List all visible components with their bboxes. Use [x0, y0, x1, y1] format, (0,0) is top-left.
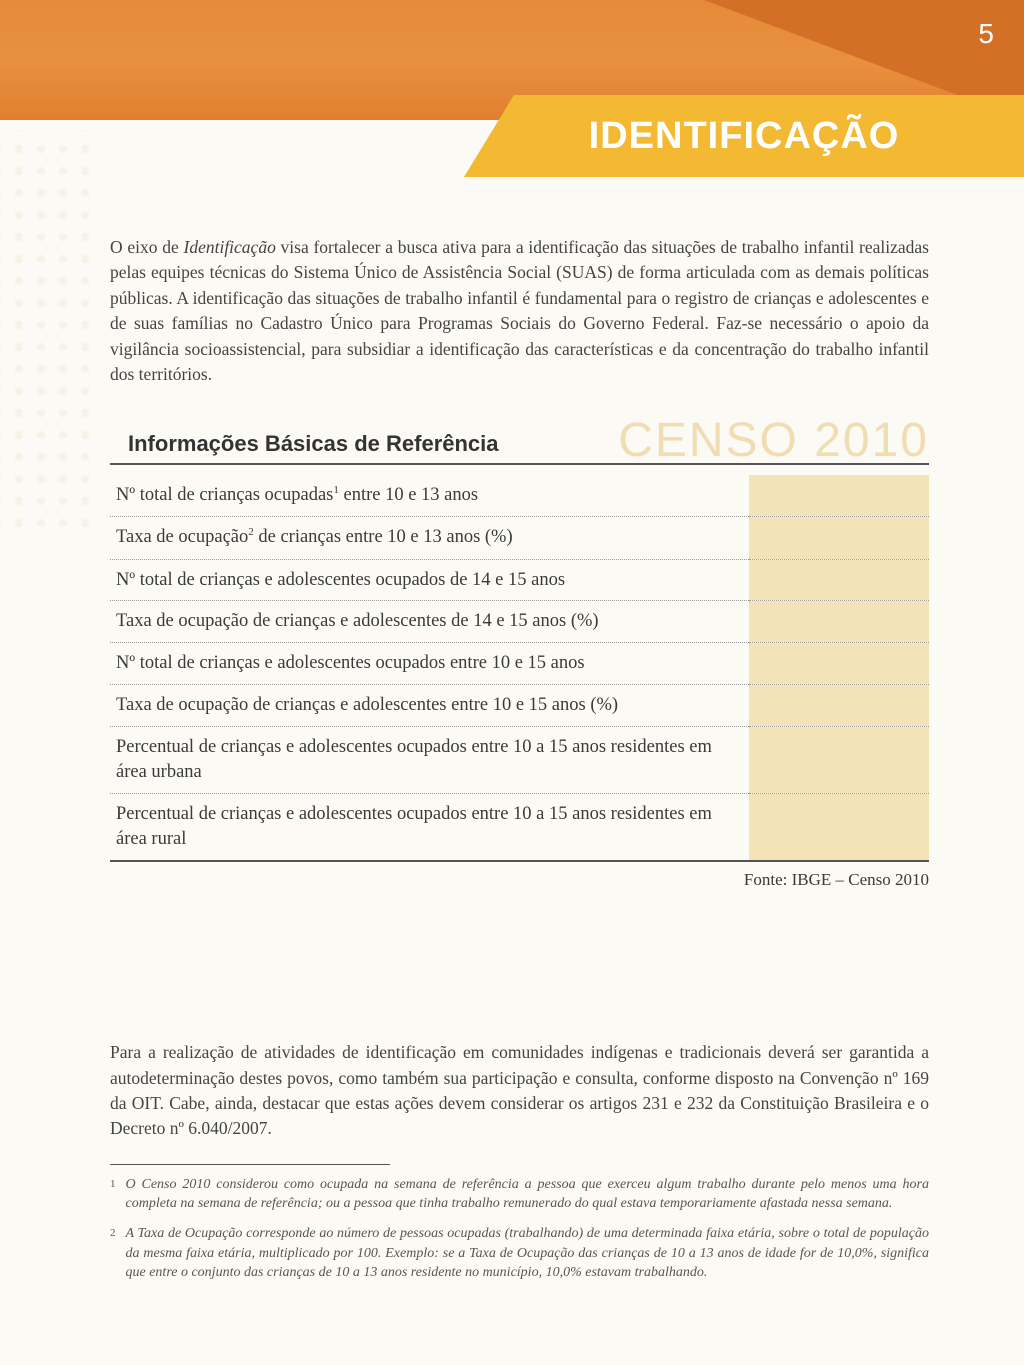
row-label: Percentual de crianças e adolescentes oc…	[110, 727, 749, 794]
section-title: Informações Básicas de Referência	[128, 431, 499, 457]
table-row: Percentual de crianças e adolescentes oc…	[110, 727, 929, 794]
source-citation: Fonte: IBGE – Censo 2010	[110, 870, 929, 890]
footnote-text: A Taxa de Ocupação corresponde ao número…	[126, 1224, 930, 1283]
table-row: Taxa de ocupação de crianças e adolescen…	[110, 685, 929, 727]
title-banner: IDENTIFICAÇÃO	[464, 95, 1024, 177]
censo-watermark: CENSO 2010	[618, 417, 929, 465]
page-number: 5	[978, 18, 994, 50]
table-row: Nº total de crianças ocupadas1 entre 10 …	[110, 475, 929, 517]
footnote-number: 1	[110, 1175, 116, 1214]
footnote-text: O Censo 2010 considerou como ocupada na …	[126, 1175, 930, 1214]
page-title: IDENTIFICAÇÃO	[589, 115, 900, 158]
row-value	[749, 685, 929, 727]
row-label: Nº total de crianças ocupadas1 entre 10 …	[110, 475, 749, 517]
section-header-row: Informações Básicas de Referência CENSO …	[110, 415, 929, 465]
table-row: Taxa de ocupação de crianças e adolescen…	[110, 601, 929, 643]
bottom-paragraph: Para a realização de atividades de ident…	[110, 1040, 929, 1142]
intro-pre: O eixo de	[110, 237, 184, 257]
row-value	[749, 475, 929, 517]
row-label: Nº total de crianças e adolescentes ocup…	[110, 559, 749, 601]
table-row: Nº total de crianças e adolescentes ocup…	[110, 559, 929, 601]
row-value	[749, 727, 929, 794]
row-label: Nº total de crianças e adolescentes ocup…	[110, 643, 749, 685]
row-label: Taxa de ocupação2 de crianças entre 10 e…	[110, 517, 749, 559]
table-row: Percentual de crianças e adolescentes oc…	[110, 794, 929, 861]
intro-italic-word: Identificação	[184, 237, 276, 257]
intro-post: visa fortalecer a busca ativa para a ide…	[110, 237, 929, 384]
table-row: Nº total de crianças e adolescentes ocup…	[110, 643, 929, 685]
row-value	[749, 559, 929, 601]
footnote-number: 2	[110, 1224, 116, 1283]
reference-data-table: Nº total de crianças ocupadas1 entre 10 …	[110, 475, 929, 862]
row-label: Percentual de crianças e adolescentes oc…	[110, 794, 749, 861]
row-value	[749, 643, 929, 685]
footnote-divider	[110, 1164, 390, 1165]
row-label: Taxa de ocupação de crianças e adolescen…	[110, 601, 749, 643]
decorative-dots	[0, 130, 100, 530]
row-label: Taxa de ocupação de crianças e adolescen…	[110, 685, 749, 727]
row-value	[749, 601, 929, 643]
main-content: O eixo de Identificação visa fortalecer …	[110, 235, 929, 1293]
row-value	[749, 794, 929, 861]
intro-paragraph: O eixo de Identificação visa fortalecer …	[110, 235, 929, 387]
table-row: Taxa de ocupação2 de crianças entre 10 e…	[110, 517, 929, 559]
footnote: 1 O Censo 2010 considerou como ocupada na…	[110, 1175, 929, 1214]
row-value	[749, 517, 929, 559]
footnote: 2A Taxa de Ocupação corresponde ao númer…	[110, 1224, 929, 1283]
